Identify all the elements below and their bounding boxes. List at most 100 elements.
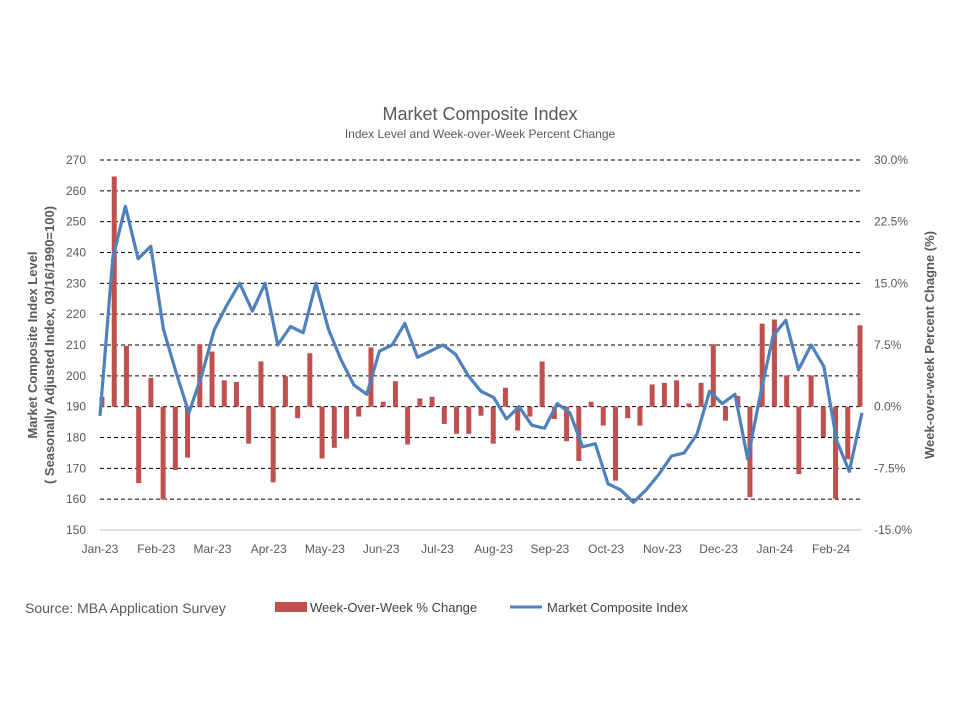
bar <box>209 351 215 407</box>
line-series <box>98 204 864 504</box>
bar <box>282 376 288 407</box>
bar <box>160 406 166 500</box>
bar <box>771 319 777 407</box>
x-tick-label: Feb-23 <box>137 542 175 556</box>
chart-subtitle: Index Level and Week-over-Week Percent C… <box>345 127 616 141</box>
left-tick-label: 210 <box>66 338 86 352</box>
bar <box>478 406 484 416</box>
left-tick-label: 240 <box>66 246 86 260</box>
bar <box>233 382 239 407</box>
bar <box>380 401 386 407</box>
left-tick-label: 170 <box>66 461 86 475</box>
index-line <box>98 204 864 504</box>
left-tick-label: 230 <box>66 276 86 290</box>
left-axis-label-line1: Market Composite Index Level <box>25 251 40 438</box>
right-tick-label: 30.0% <box>874 153 908 167</box>
bar <box>405 406 411 445</box>
bar <box>588 401 594 407</box>
right-tick-label: -15.0% <box>874 523 912 537</box>
bar <box>820 406 826 438</box>
legend-bar-swatch <box>275 602 307 612</box>
bar <box>661 382 667 407</box>
bar <box>502 387 508 407</box>
bar <box>539 361 545 407</box>
right-axis-label: Week-over-week Percent Chagne (%) <box>922 231 937 459</box>
x-tick-label: Feb-24 <box>812 542 850 556</box>
bar <box>221 380 227 407</box>
bar <box>111 176 117 407</box>
bar <box>270 406 276 483</box>
bar <box>392 381 398 407</box>
bar <box>197 344 203 407</box>
left-tick-label: 150 <box>66 523 86 537</box>
bar <box>551 406 557 419</box>
bar <box>686 403 692 407</box>
bar <box>356 406 362 417</box>
bar <box>833 406 839 499</box>
bar <box>172 406 178 470</box>
gridlines <box>100 159 862 531</box>
right-tick-label: 0.0% <box>874 400 902 414</box>
left-tick-label: 270 <box>66 153 86 167</box>
bar <box>258 361 264 407</box>
bar <box>710 344 716 407</box>
bar <box>123 345 129 407</box>
bar <box>454 406 460 434</box>
left-axis-label-line2: ( Seasonally Adjusted Index, 03/16/1990=… <box>42 206 57 484</box>
bar <box>808 375 814 407</box>
bar <box>857 325 863 407</box>
bar <box>527 406 533 417</box>
bar <box>845 406 851 460</box>
bar <box>295 406 301 419</box>
chart-title: Market Composite Index <box>382 104 577 124</box>
source-note: Source: MBA Application Survey <box>25 600 226 616</box>
x-tick-label: Sep-23 <box>531 542 570 556</box>
bar <box>796 406 802 475</box>
bar <box>417 398 423 407</box>
bar <box>490 406 496 444</box>
bar <box>441 406 447 424</box>
left-tick-label: 260 <box>66 184 86 198</box>
right-tick-label: 22.5% <box>874 215 908 229</box>
x-tick-label: Mar-23 <box>193 542 231 556</box>
x-tick-label: May-23 <box>305 542 345 556</box>
left-tick-label: 250 <box>66 215 86 229</box>
right-tick-label: 7.5% <box>874 338 902 352</box>
left-tick-label: 220 <box>66 307 86 321</box>
bar <box>564 406 570 442</box>
legend: Week-Over-Week % Change Market Composite… <box>275 600 688 615</box>
bar <box>649 384 655 407</box>
legend-bar-label: Week-Over-Week % Change <box>310 600 477 615</box>
legend-line-label: Market Composite Index <box>547 600 688 615</box>
right-axis-ticks: -15.0% -7.5% 0.0% 7.5% 15.0% 22.5% 30.0% <box>874 153 912 537</box>
bar <box>331 406 337 448</box>
x-axis-ticks: Jan-23 Feb-23 Mar-23 Apr-23 May-23 Jun-23 Jul-… <box>82 542 851 556</box>
bar <box>612 406 618 481</box>
left-tick-label: 160 <box>66 492 86 506</box>
x-tick-label: Dec-23 <box>699 542 738 556</box>
bar <box>429 396 435 407</box>
bar <box>466 406 472 434</box>
x-tick-label: Aug-23 <box>474 542 513 556</box>
bar <box>637 406 643 426</box>
right-tick-label: -7.5% <box>874 461 906 475</box>
bar <box>515 406 521 431</box>
bar <box>344 406 350 439</box>
bar <box>319 406 325 459</box>
bar <box>698 382 704 407</box>
x-tick-label: Oct-23 <box>588 542 624 556</box>
x-tick-label: Jan-24 <box>756 542 793 556</box>
x-tick-label: Nov-23 <box>643 542 682 556</box>
bar <box>759 323 765 407</box>
left-axis-ticks: 150 160 170 180 190 200 210 220 230 240 250 260 270 <box>66 153 86 537</box>
x-tick-label: Jan-23 <box>82 542 119 556</box>
bar <box>625 406 631 419</box>
bar-series <box>99 176 863 500</box>
left-tick-label: 180 <box>66 431 86 445</box>
x-tick-label: Jul-23 <box>421 542 454 556</box>
bar <box>246 406 252 444</box>
bar <box>136 406 142 484</box>
bar <box>307 353 313 407</box>
bar <box>723 406 729 421</box>
